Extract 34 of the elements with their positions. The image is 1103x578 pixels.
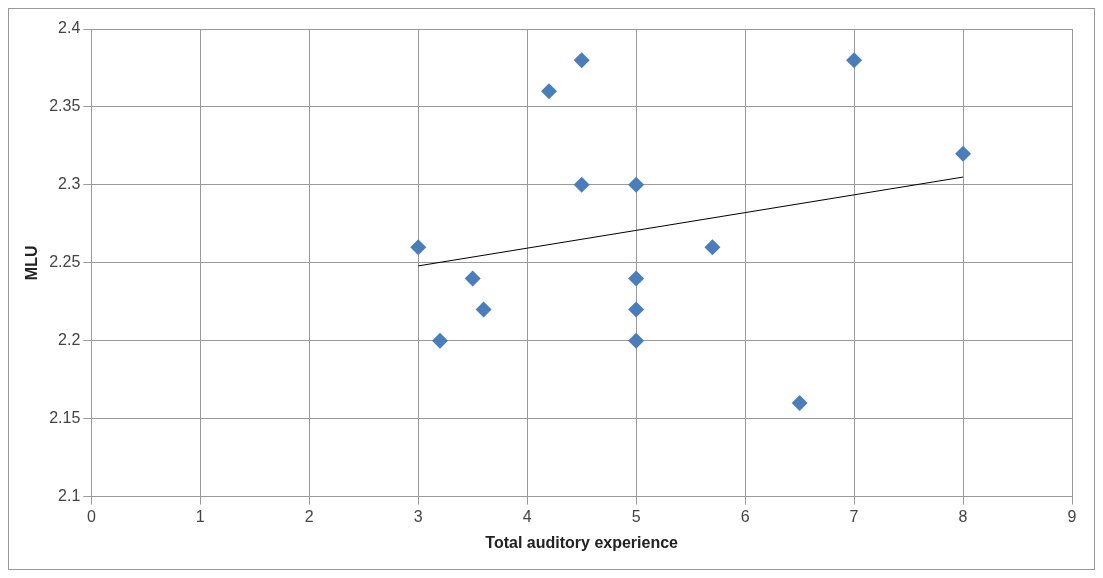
point	[475, 301, 492, 318]
point	[628, 301, 645, 318]
point	[704, 239, 721, 256]
y-tick-label: 2.2	[58, 331, 81, 349]
x-tick-label: 9	[1067, 507, 1077, 525]
point	[540, 83, 557, 100]
point	[791, 395, 808, 412]
point	[628, 270, 645, 287]
point	[410, 239, 427, 256]
x-tick-label: 0	[86, 507, 96, 525]
x-tick-label: 1	[195, 507, 205, 525]
y-tick-label: 2.4	[58, 19, 81, 37]
y-tick-label: 2.1	[58, 487, 81, 505]
point	[955, 145, 972, 162]
y-tick-label: 2.35	[49, 97, 81, 115]
point	[628, 176, 645, 193]
x-tick-label: 8	[958, 507, 968, 525]
y-tick-label: 2.25	[49, 253, 81, 271]
y-axis-title: MLU	[23, 245, 41, 281]
point	[846, 52, 863, 69]
x-tick-label: 2	[304, 507, 314, 525]
x-tick-label: 6	[740, 507, 750, 525]
x-tick-label: 5	[631, 507, 641, 525]
point	[573, 176, 590, 193]
point	[628, 332, 645, 349]
x-tick-label: 7	[849, 507, 859, 525]
y-tick-label: 2.3	[58, 175, 81, 193]
point	[573, 52, 590, 69]
x-tick-label: 3	[413, 507, 423, 525]
x-tick-label: 4	[522, 507, 532, 525]
y-tick-label: 2.15	[49, 409, 81, 427]
point	[464, 270, 481, 287]
point	[432, 332, 449, 349]
x-axis-title: Total auditory experience	[485, 533, 679, 551]
